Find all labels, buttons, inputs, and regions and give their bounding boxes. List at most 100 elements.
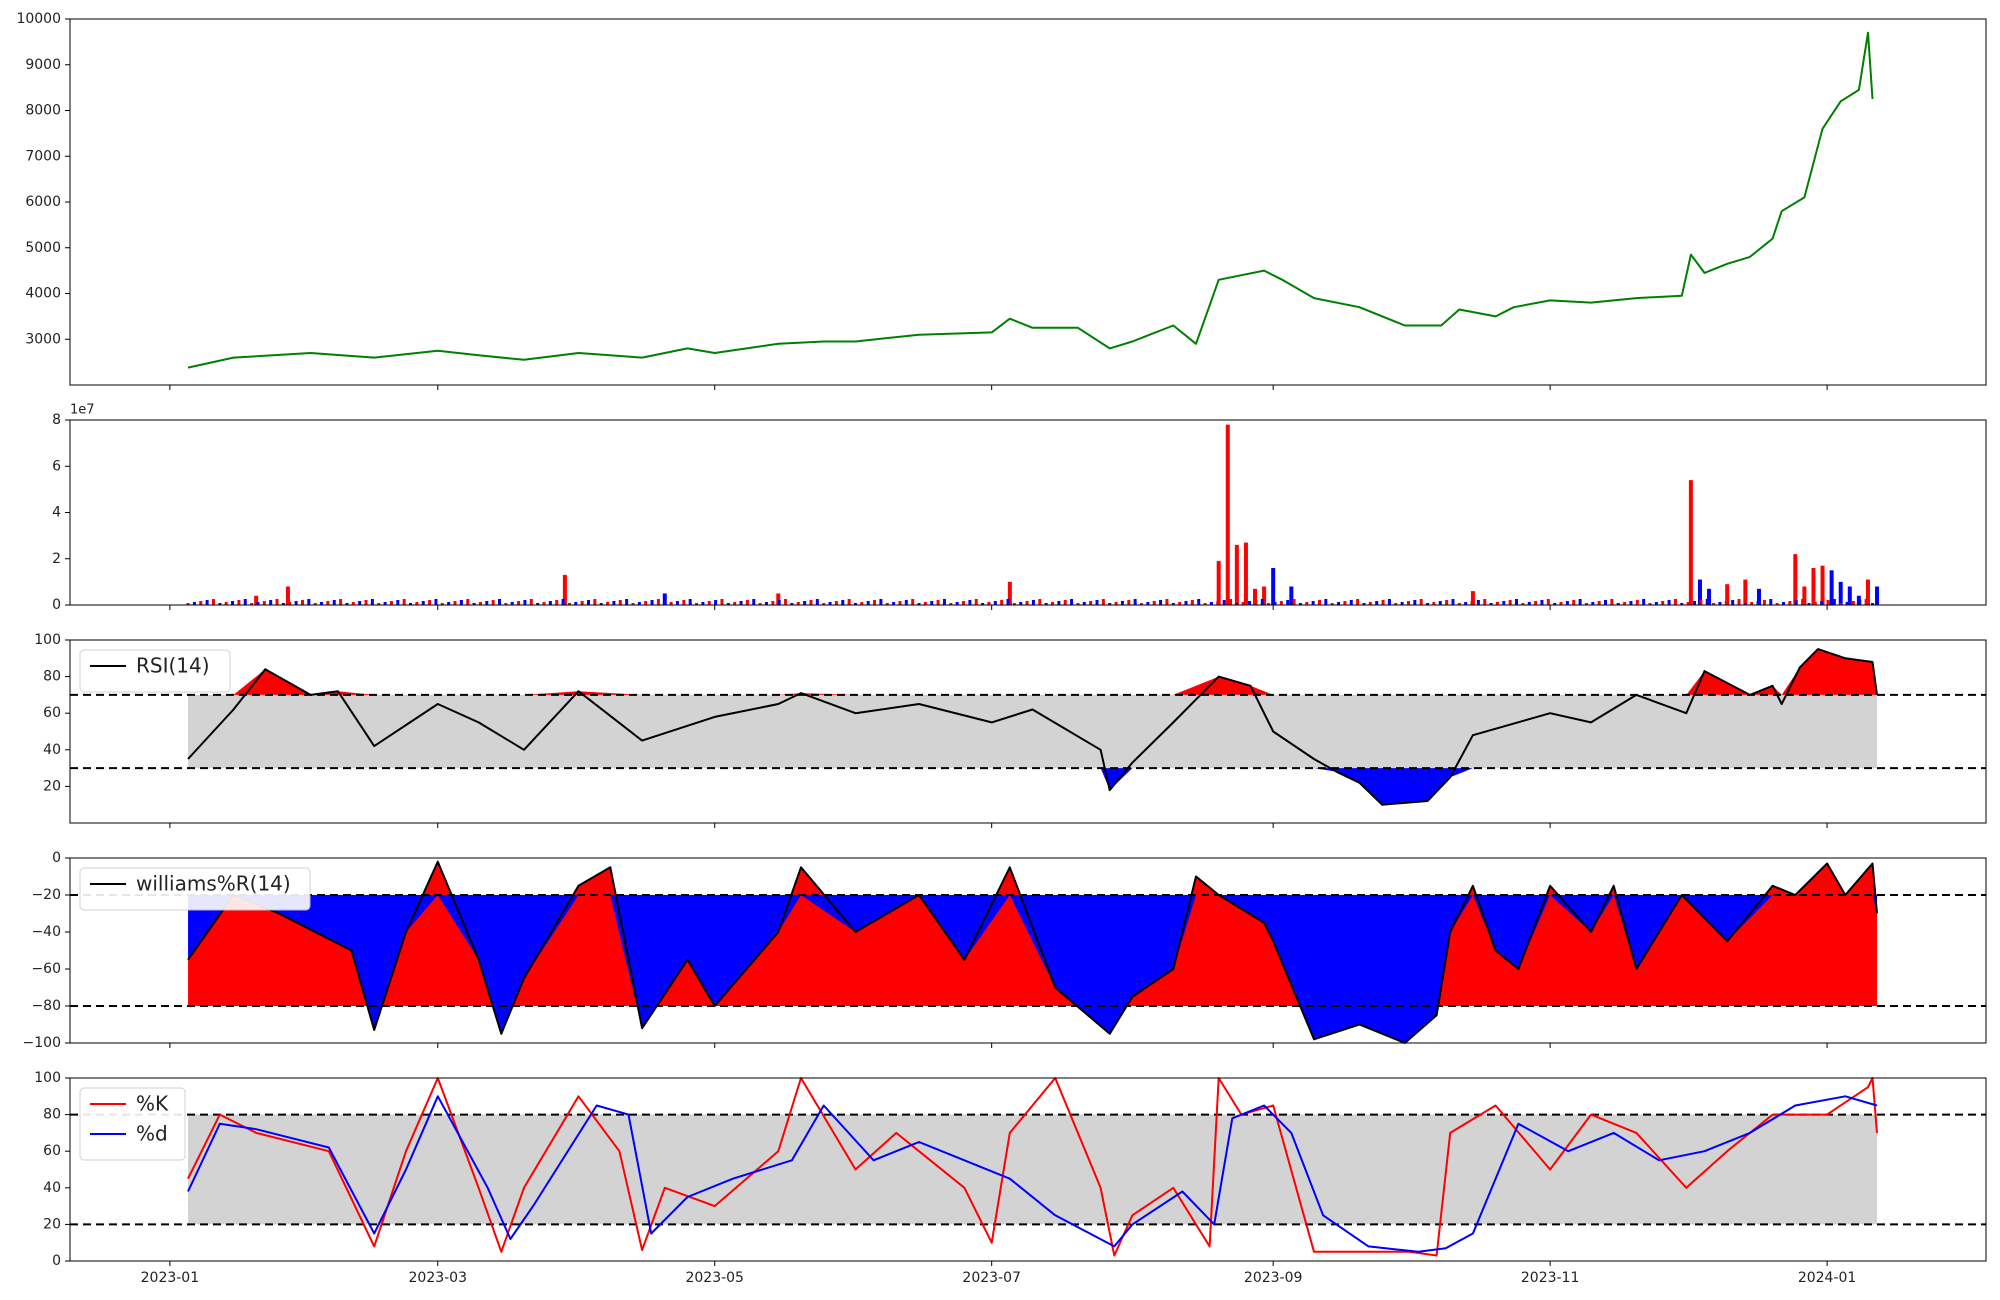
volume-bar bbox=[1387, 599, 1391, 605]
volume-bar bbox=[434, 599, 438, 605]
y-tick-label: 6000 bbox=[25, 194, 61, 210]
volume-bar bbox=[981, 603, 985, 605]
volume-bar bbox=[1228, 599, 1232, 605]
volume-bar bbox=[1178, 602, 1182, 605]
x-tick-label: 2023-09 bbox=[1244, 1270, 1303, 1286]
volume-bar bbox=[777, 600, 781, 605]
volume-bar bbox=[364, 600, 368, 605]
volume-bar bbox=[1661, 601, 1665, 605]
volume-bar bbox=[580, 601, 584, 605]
volume-bar bbox=[1546, 599, 1550, 605]
volume-bar bbox=[828, 602, 832, 605]
volume-bar bbox=[358, 601, 362, 605]
volume-bar bbox=[860, 602, 864, 605]
volume-bar bbox=[714, 600, 718, 605]
volume-bar bbox=[409, 603, 413, 605]
volume-bar bbox=[1743, 603, 1747, 605]
volume-bar bbox=[1688, 480, 1693, 605]
volume-bar bbox=[1629, 601, 1633, 605]
volume-bar bbox=[1756, 601, 1760, 605]
legend-box bbox=[79, 649, 231, 693]
volume-bar bbox=[1133, 599, 1137, 605]
volume-bar bbox=[459, 600, 463, 605]
volume-bar bbox=[1635, 600, 1639, 605]
volume-bar bbox=[841, 600, 845, 605]
volume-bar bbox=[1184, 601, 1188, 605]
volume-bar bbox=[237, 600, 241, 605]
volume-bar bbox=[1000, 600, 1004, 605]
x-tick-label: 2023-03 bbox=[409, 1270, 468, 1286]
volume-bar bbox=[1253, 588, 1258, 605]
volume-bar bbox=[1438, 601, 1442, 605]
volume-bar bbox=[1216, 561, 1221, 605]
volume-bar bbox=[1406, 601, 1410, 605]
axes-frame bbox=[69, 857, 1987, 1044]
volume-bar bbox=[1813, 602, 1817, 605]
volume-bar bbox=[1686, 602, 1690, 605]
volume-bar bbox=[339, 599, 343, 605]
y-tick-label: 4000 bbox=[25, 286, 61, 302]
volume-bar bbox=[1597, 601, 1601, 605]
y-tick-label: 80 bbox=[43, 669, 61, 685]
volume-bar bbox=[574, 602, 578, 605]
volume-bar bbox=[1095, 600, 1099, 605]
volume-bar bbox=[1243, 542, 1248, 605]
volume-bar bbox=[415, 602, 419, 605]
volume-bar bbox=[892, 602, 896, 605]
volume-bar bbox=[1362, 603, 1366, 605]
volume-bar bbox=[1826, 600, 1830, 605]
y-tick-label: 40 bbox=[43, 742, 61, 758]
volume-bar bbox=[923, 602, 927, 605]
plot-area bbox=[70, 420, 1986, 605]
volume-bar bbox=[1788, 601, 1792, 605]
volume-bar bbox=[1076, 603, 1080, 605]
y-tick-label: 6 bbox=[52, 458, 61, 474]
volume-bar bbox=[1203, 603, 1207, 605]
volume-bar bbox=[1146, 602, 1150, 605]
volume-bar bbox=[1489, 603, 1493, 605]
volume-bar bbox=[1330, 603, 1334, 605]
volume-bar bbox=[285, 586, 290, 605]
volume-bar bbox=[300, 600, 304, 605]
volume-bar bbox=[695, 603, 699, 605]
volume-bar bbox=[771, 601, 775, 605]
volume-bar bbox=[383, 602, 387, 605]
volume-bar bbox=[936, 600, 940, 605]
volume-bar bbox=[1782, 602, 1786, 605]
volume-bar bbox=[587, 600, 591, 605]
volume-bar bbox=[962, 601, 966, 605]
williams-r-panel: 0 −20 −40 −60 −80 −100 williams%R(14) bbox=[23, 850, 1987, 1051]
volume-bar bbox=[930, 601, 934, 605]
volume-bar bbox=[898, 601, 902, 605]
volume-bar bbox=[1794, 600, 1798, 605]
volume-bar bbox=[739, 601, 743, 605]
volume-bar bbox=[1254, 600, 1258, 605]
volume-bar bbox=[1578, 599, 1582, 605]
y-tick-label: 0 bbox=[52, 850, 61, 866]
volume-bar bbox=[313, 603, 317, 605]
y-tick-label: 3000 bbox=[25, 331, 61, 347]
volume-bar bbox=[1832, 599, 1836, 605]
volume-bar bbox=[1292, 599, 1296, 605]
volume-bar bbox=[834, 601, 838, 605]
volume-bar bbox=[968, 600, 972, 605]
volume-bar bbox=[281, 603, 285, 605]
volume-bar bbox=[1483, 599, 1487, 605]
volume-bar bbox=[1845, 602, 1849, 605]
volume-bar bbox=[1279, 601, 1283, 605]
volume-bar bbox=[764, 602, 768, 605]
volume-bar bbox=[866, 601, 870, 605]
volume-bar bbox=[377, 603, 381, 605]
volume-bar bbox=[1839, 603, 1843, 605]
y-tick-label: 2 bbox=[52, 551, 61, 567]
volume-bar bbox=[243, 599, 247, 605]
volume-bar bbox=[606, 602, 610, 605]
oversold-fill bbox=[188, 895, 1878, 1043]
volume-bar bbox=[625, 599, 629, 605]
volume-bar bbox=[853, 603, 857, 605]
volume-bar bbox=[593, 599, 597, 605]
volume-bar bbox=[949, 603, 953, 605]
volume-bar bbox=[745, 600, 749, 605]
volume-bar bbox=[1705, 599, 1709, 605]
y-tick-label: 4 bbox=[52, 505, 61, 521]
